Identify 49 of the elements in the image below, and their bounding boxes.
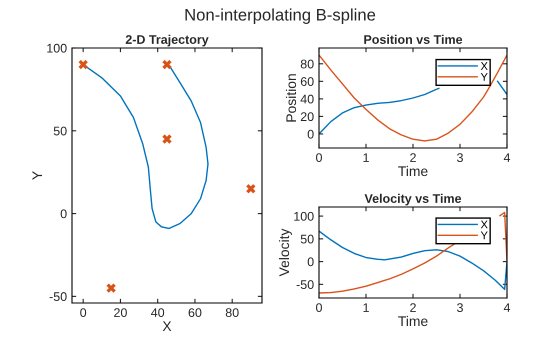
x-tick-label: 80 [226,308,239,318]
x-axis-title: Time [398,166,428,176]
y-tick-label: 0 [60,209,67,218]
point [106,283,116,293]
chart-title: Position vs Time [364,34,462,44]
y-tick-label: 50 [54,126,67,136]
y-tick-label: 60 [300,77,314,86]
y-tick-label: 80 [300,60,314,68]
y-tick-label: 100 [294,212,314,221]
point [78,60,88,70]
x-tick-label: 3 [457,303,463,312]
point [162,60,172,70]
x-tick-label: 40 [151,308,164,318]
y-tick-label: 40 [300,94,314,104]
y-axis-title: Velocity [278,228,292,276]
y-tick-label: -50 [296,280,314,289]
x-tick-label: 4 [504,153,510,162]
x-tick-label: 1 [363,153,369,162]
legend-label: Y [480,73,488,81]
x-axis-title: X [162,321,172,331]
x-tick-label: 0 [80,308,86,318]
y-tick-label: 0 [308,130,314,139]
x-tick-label: 0 [316,153,322,162]
x-tick-label: 60 [188,308,202,318]
y-tick-label: -50 [50,292,67,302]
y-axis-title: Y [32,171,42,180]
x-tick-label: 2 [410,153,416,162]
chart-title: 2-D Trajectory [126,34,209,46]
line-series [319,230,507,290]
x-tick-label: 20 [114,308,127,318]
chart-title: Velocity vs Time [364,194,462,206]
x-tick-label: 4 [504,303,510,312]
point [162,134,172,144]
y-axis-title: Position [286,74,296,122]
x-tick-label: 3 [457,153,463,162]
legend-label: X [480,62,488,70]
legend-label: Y [480,232,488,240]
line-series [319,54,507,142]
point [246,184,256,194]
x-axis-title: Time [398,316,428,326]
x-tick-label: 1 [363,303,369,312]
y-tick-label: 100 [47,44,67,53]
legend-label: X [480,220,488,228]
y-tick-label: 50 [300,234,314,244]
x-tick-label: 2 [410,303,416,312]
y-tick-label: 20 [300,112,314,122]
text: Non-interpolating B-spline [185,8,376,24]
x-tick-label: 0 [316,303,322,312]
y-tick-label: 0 [308,257,314,266]
